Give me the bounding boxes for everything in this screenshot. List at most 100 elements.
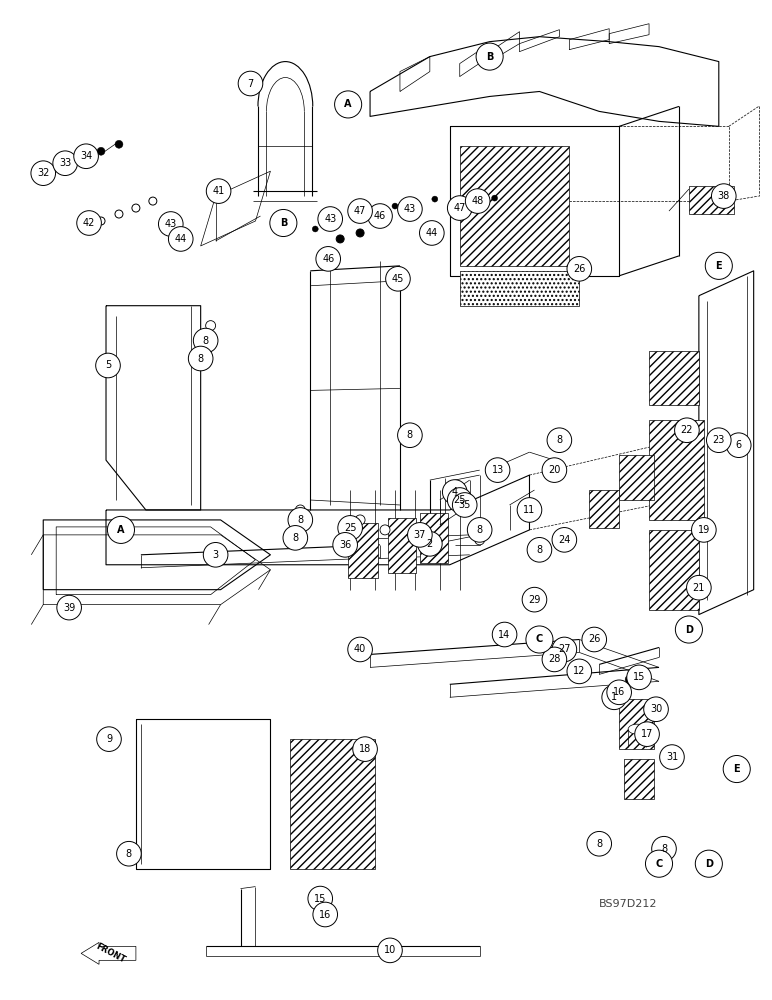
Circle shape <box>635 722 659 746</box>
Circle shape <box>288 508 313 532</box>
Circle shape <box>442 480 467 504</box>
Circle shape <box>625 675 633 683</box>
Circle shape <box>296 525 305 535</box>
Bar <box>619 455 654 500</box>
Text: 28: 28 <box>548 654 560 664</box>
Circle shape <box>552 528 577 552</box>
Circle shape <box>203 542 228 567</box>
Circle shape <box>168 227 193 251</box>
Circle shape <box>567 257 591 281</box>
Text: D: D <box>685 625 693 635</box>
Text: 42: 42 <box>83 218 95 228</box>
Text: 15: 15 <box>633 672 645 682</box>
Circle shape <box>334 91 361 118</box>
Text: 8: 8 <box>661 844 667 854</box>
Text: 21: 21 <box>692 583 705 593</box>
Circle shape <box>620 690 628 698</box>
Circle shape <box>355 515 365 525</box>
Text: A: A <box>117 525 125 535</box>
Text: 40: 40 <box>354 644 366 654</box>
Circle shape <box>582 627 607 652</box>
Circle shape <box>706 252 733 279</box>
Circle shape <box>706 428 731 453</box>
Circle shape <box>318 207 343 231</box>
Circle shape <box>726 433 751 458</box>
Circle shape <box>419 221 444 245</box>
Text: 47: 47 <box>354 206 366 216</box>
Circle shape <box>188 346 213 371</box>
Circle shape <box>567 659 591 684</box>
Circle shape <box>298 528 303 532</box>
Circle shape <box>356 229 364 237</box>
Text: 4: 4 <box>452 487 458 497</box>
Circle shape <box>96 727 121 751</box>
Bar <box>689 186 733 214</box>
Circle shape <box>239 71 262 96</box>
Circle shape <box>448 488 472 512</box>
Text: 5: 5 <box>105 360 111 370</box>
Text: 45: 45 <box>391 274 405 284</box>
Bar <box>420 513 448 563</box>
Text: 8: 8 <box>202 336 208 346</box>
FancyArrow shape <box>81 942 136 964</box>
Circle shape <box>383 528 387 532</box>
Text: 34: 34 <box>80 151 92 161</box>
Text: B: B <box>279 218 287 228</box>
Circle shape <box>676 616 703 643</box>
Circle shape <box>452 493 477 517</box>
Text: BS97D212: BS97D212 <box>599 899 658 909</box>
Circle shape <box>493 622 517 647</box>
Circle shape <box>452 201 458 207</box>
Circle shape <box>476 43 503 70</box>
Text: 8: 8 <box>198 354 204 364</box>
Text: 33: 33 <box>59 158 71 168</box>
Text: 9: 9 <box>106 734 112 744</box>
Text: 13: 13 <box>492 465 503 475</box>
Circle shape <box>372 212 378 218</box>
Text: 24: 24 <box>558 535 571 545</box>
Text: 8: 8 <box>476 525 482 535</box>
Text: B: B <box>486 52 493 62</box>
Bar <box>649 351 699 405</box>
Circle shape <box>205 321 215 331</box>
Ellipse shape <box>628 724 646 734</box>
Circle shape <box>270 209 297 237</box>
Circle shape <box>52 151 77 176</box>
Circle shape <box>467 518 492 542</box>
Circle shape <box>338 516 362 540</box>
Circle shape <box>686 575 711 600</box>
Text: 6: 6 <box>736 440 742 450</box>
Circle shape <box>283 526 307 550</box>
Circle shape <box>526 626 553 653</box>
Text: 8: 8 <box>407 430 413 440</box>
Text: FRONT: FRONT <box>95 942 127 965</box>
Circle shape <box>410 425 420 435</box>
Circle shape <box>57 165 65 173</box>
Text: 22: 22 <box>681 425 693 435</box>
Circle shape <box>659 745 684 769</box>
Circle shape <box>723 755 750 783</box>
Text: 8: 8 <box>293 533 299 543</box>
Text: 20: 20 <box>548 465 560 475</box>
Circle shape <box>96 353 120 378</box>
Circle shape <box>336 235 344 243</box>
Bar <box>388 518 416 573</box>
Circle shape <box>478 538 482 542</box>
Text: A: A <box>344 99 352 109</box>
Circle shape <box>652 836 676 861</box>
Text: 39: 39 <box>63 603 75 613</box>
Circle shape <box>117 841 141 866</box>
Circle shape <box>204 349 208 353</box>
Text: 7: 7 <box>247 79 254 89</box>
Circle shape <box>432 196 438 202</box>
Text: 29: 29 <box>528 595 540 605</box>
Bar <box>460 271 579 306</box>
Circle shape <box>602 685 627 710</box>
Circle shape <box>466 189 490 213</box>
Text: 19: 19 <box>698 525 710 535</box>
Circle shape <box>208 324 212 328</box>
Circle shape <box>296 505 305 515</box>
Text: E: E <box>733 764 740 774</box>
Circle shape <box>522 587 547 612</box>
Text: C: C <box>536 634 543 644</box>
